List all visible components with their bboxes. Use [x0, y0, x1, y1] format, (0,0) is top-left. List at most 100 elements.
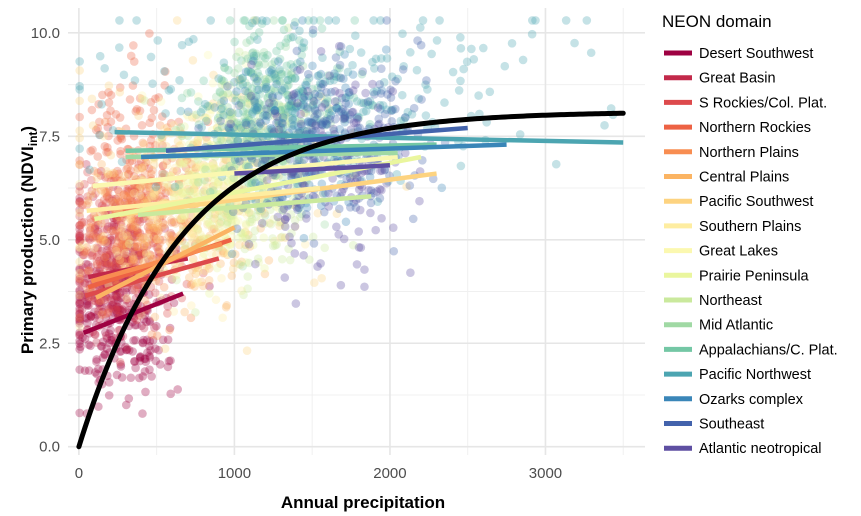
scatter-point [113, 185, 123, 195]
scatter-point [145, 317, 155, 327]
scatter-point [300, 92, 309, 101]
scatter-point [300, 126, 310, 136]
scatter-point [106, 249, 115, 258]
scatter-point [190, 179, 200, 189]
scatter-point [268, 93, 277, 102]
scatter-point [275, 41, 285, 51]
scatter-point [179, 158, 189, 168]
legend-label: Prairie Peninsula [699, 268, 810, 284]
scatter-point [127, 285, 137, 295]
scatter-point [300, 108, 309, 117]
scatter-point [172, 275, 181, 285]
scatter-point [251, 212, 261, 221]
scatter-point [110, 198, 119, 208]
scatter-point [113, 305, 123, 314]
scatter-point [255, 208, 265, 218]
scatter-point [308, 93, 318, 102]
scatter-point [236, 98, 246, 108]
scatter-point [313, 71, 323, 81]
scatter-point [131, 182, 140, 191]
scatter-point [86, 190, 96, 200]
scatter-point [114, 303, 123, 312]
scatter-point [355, 123, 365, 133]
scatter-point [225, 124, 234, 133]
scatter-point [238, 80, 248, 89]
scatter-point [235, 240, 244, 250]
scatter-point [221, 219, 231, 229]
scatter-point [75, 197, 84, 207]
scatter-point [294, 155, 303, 164]
scatter-point [75, 236, 84, 246]
scatter-point [340, 115, 349, 124]
scatter-point [337, 187, 347, 197]
scatter-point [75, 274, 84, 284]
scatter-point [202, 113, 212, 123]
scatter-point [437, 183, 447, 193]
scatter-point [129, 171, 139, 181]
scatter-point [118, 245, 127, 254]
scatter-point [209, 164, 219, 173]
scatter-point [87, 175, 96, 185]
scatter-point [403, 107, 413, 117]
scatter-point [75, 181, 84, 191]
scatter-point [291, 88, 301, 98]
scatter-point [107, 194, 117, 204]
scatter-point [277, 232, 287, 242]
scatter-point [97, 186, 106, 196]
scatter-point [117, 373, 127, 382]
scatter-point [293, 101, 302, 111]
scatter-point [200, 164, 209, 173]
scatter-point [125, 223, 134, 233]
scatter-point [209, 224, 219, 234]
legend-item: Appalachians/C. Plat. [664, 342, 838, 358]
scatter-point [97, 302, 106, 311]
scatter-point [290, 216, 300, 225]
scatter-point [209, 101, 218, 111]
scatter-point [75, 133, 84, 143]
scatter-point [252, 105, 261, 115]
scatter-point [332, 104, 342, 113]
scatter-point [299, 43, 308, 52]
scatter-point [345, 90, 354, 100]
scatter-point [75, 290, 84, 300]
scatter-point [173, 385, 183, 394]
scatter-point [103, 308, 113, 318]
scatter-point [83, 301, 93, 310]
scatter-point [380, 165, 389, 175]
scatter-point [310, 154, 319, 164]
y-tick-label: 5.0 [39, 232, 60, 249]
scatter-point [111, 305, 121, 315]
scatter-point [138, 193, 147, 202]
scatter-point [121, 400, 131, 410]
scatter-point [368, 57, 377, 67]
scatter-point [281, 38, 291, 47]
scatter-point [123, 228, 133, 238]
scatter-point [225, 80, 234, 90]
scatter-point [242, 38, 251, 47]
scatter-point [77, 305, 87, 315]
scatter-point [253, 103, 263, 113]
scatter-point [97, 232, 106, 242]
scatter-point [166, 389, 175, 399]
scatter-point [75, 298, 84, 307]
scatter-point [456, 76, 465, 86]
scatter-point [228, 249, 237, 259]
scatter-point [153, 215, 163, 225]
scatter-point [242, 120, 251, 130]
scatter-point [274, 125, 284, 135]
scatter-point [375, 100, 385, 110]
scatter-point [183, 177, 193, 187]
scatter-point [126, 225, 136, 234]
scatter-point [331, 103, 341, 113]
legend-label: Northeast [699, 293, 762, 309]
scatter-point [88, 121, 98, 130]
scatter-point [75, 57, 84, 66]
scatter-point [308, 61, 317, 71]
scatter-point [173, 187, 183, 197]
scatter-point [318, 120, 327, 129]
scatter-point [376, 104, 385, 114]
scatter-point [137, 163, 146, 172]
scatter-point [119, 247, 129, 256]
scatter-point [326, 111, 336, 120]
scatter-point [380, 109, 390, 119]
